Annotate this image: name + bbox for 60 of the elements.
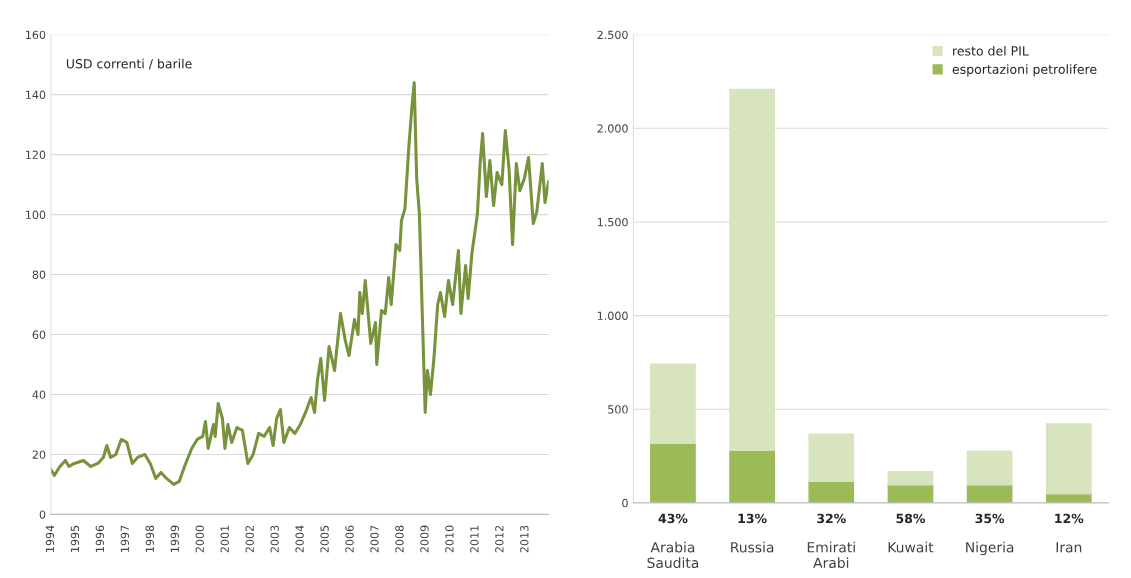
x-tick-label: 2000	[195, 525, 204, 553]
bar	[729, 449, 775, 503]
bar	[887, 471, 934, 486]
x-tick-label: 1997	[120, 525, 130, 552]
y-tick-label: 1.500	[597, 217, 628, 227]
text: 12%	[1055, 513, 1084, 524]
text: 13%	[738, 513, 767, 524]
y-tick-label: 2.500	[597, 30, 628, 40]
x-tick-label: 2005	[320, 525, 329, 553]
bar	[650, 442, 696, 503]
x-tick-label: 2012	[495, 525, 504, 553]
x-tick-label: 2006	[345, 525, 354, 553]
x-tick-label: 1995	[70, 525, 80, 552]
x-tick-label: 2002	[245, 525, 254, 553]
x-tick-label: Iran	[1056, 542, 1082, 553]
x-tick-label: 2003	[270, 525, 279, 553]
y-tick-label: 100	[26, 210, 46, 219]
x-tick-label: 2004	[295, 525, 304, 553]
x-tick-label: 2013	[520, 525, 529, 553]
y-tick-label: 120	[26, 150, 46, 159]
y-tick-label: 0	[39, 510, 46, 519]
y-tick-label: 20	[32, 450, 46, 459]
x-tick-label: 2007	[370, 525, 379, 553]
x-tick-label: 2009	[420, 525, 429, 553]
x-tick-label: 1994	[45, 525, 55, 552]
y-axis-title: USD correnti / barile	[66, 58, 192, 70]
bar	[650, 363, 696, 445]
y-tick-label: 60	[32, 330, 46, 339]
y-tick-label: 2.000	[597, 124, 628, 133]
y-tick-label: 500	[608, 405, 628, 414]
y-tick-label: 80	[32, 270, 46, 279]
bar	[1045, 423, 1092, 495]
text: 43%	[658, 513, 688, 524]
text: 32%	[817, 513, 846, 524]
x-tick-label: 2011	[470, 525, 479, 553]
x-tick-label: Nigeria	[966, 541, 1014, 556]
y-tick-label: 1.000	[597, 311, 628, 320]
bar	[808, 480, 855, 503]
y-tick-label: 140	[26, 90, 46, 100]
x-tick-label: Russia	[731, 541, 774, 553]
text: 58%	[896, 513, 926, 524]
legend-label: resto del PIL	[953, 45, 1029, 56]
x-tick-label: Kuwait	[888, 541, 934, 553]
line-series	[50, 81, 549, 486]
x-tick-label: Arabia Saudita	[647, 541, 699, 569]
y-tick-label: 0	[622, 498, 628, 508]
x-tick-label: Emirati Arabi	[807, 541, 855, 569]
x-tick-label: 2010	[445, 525, 454, 553]
x-tick-label: 2001	[220, 525, 229, 553]
x-tick-label: 1999	[170, 525, 179, 552]
bar	[808, 433, 855, 483]
text: 35%	[975, 513, 1005, 524]
x-tick-label: 1998	[145, 525, 154, 552]
bar	[729, 88, 775, 452]
legend-label: esportazioni petrolifere	[952, 64, 1097, 77]
y-tick-label: 160	[26, 30, 46, 40]
x-tick-label: 1996	[95, 525, 105, 552]
bar	[966, 450, 1013, 486]
x-tick-label: 2008	[395, 525, 404, 553]
y-tick-label: 40	[32, 390, 46, 399]
